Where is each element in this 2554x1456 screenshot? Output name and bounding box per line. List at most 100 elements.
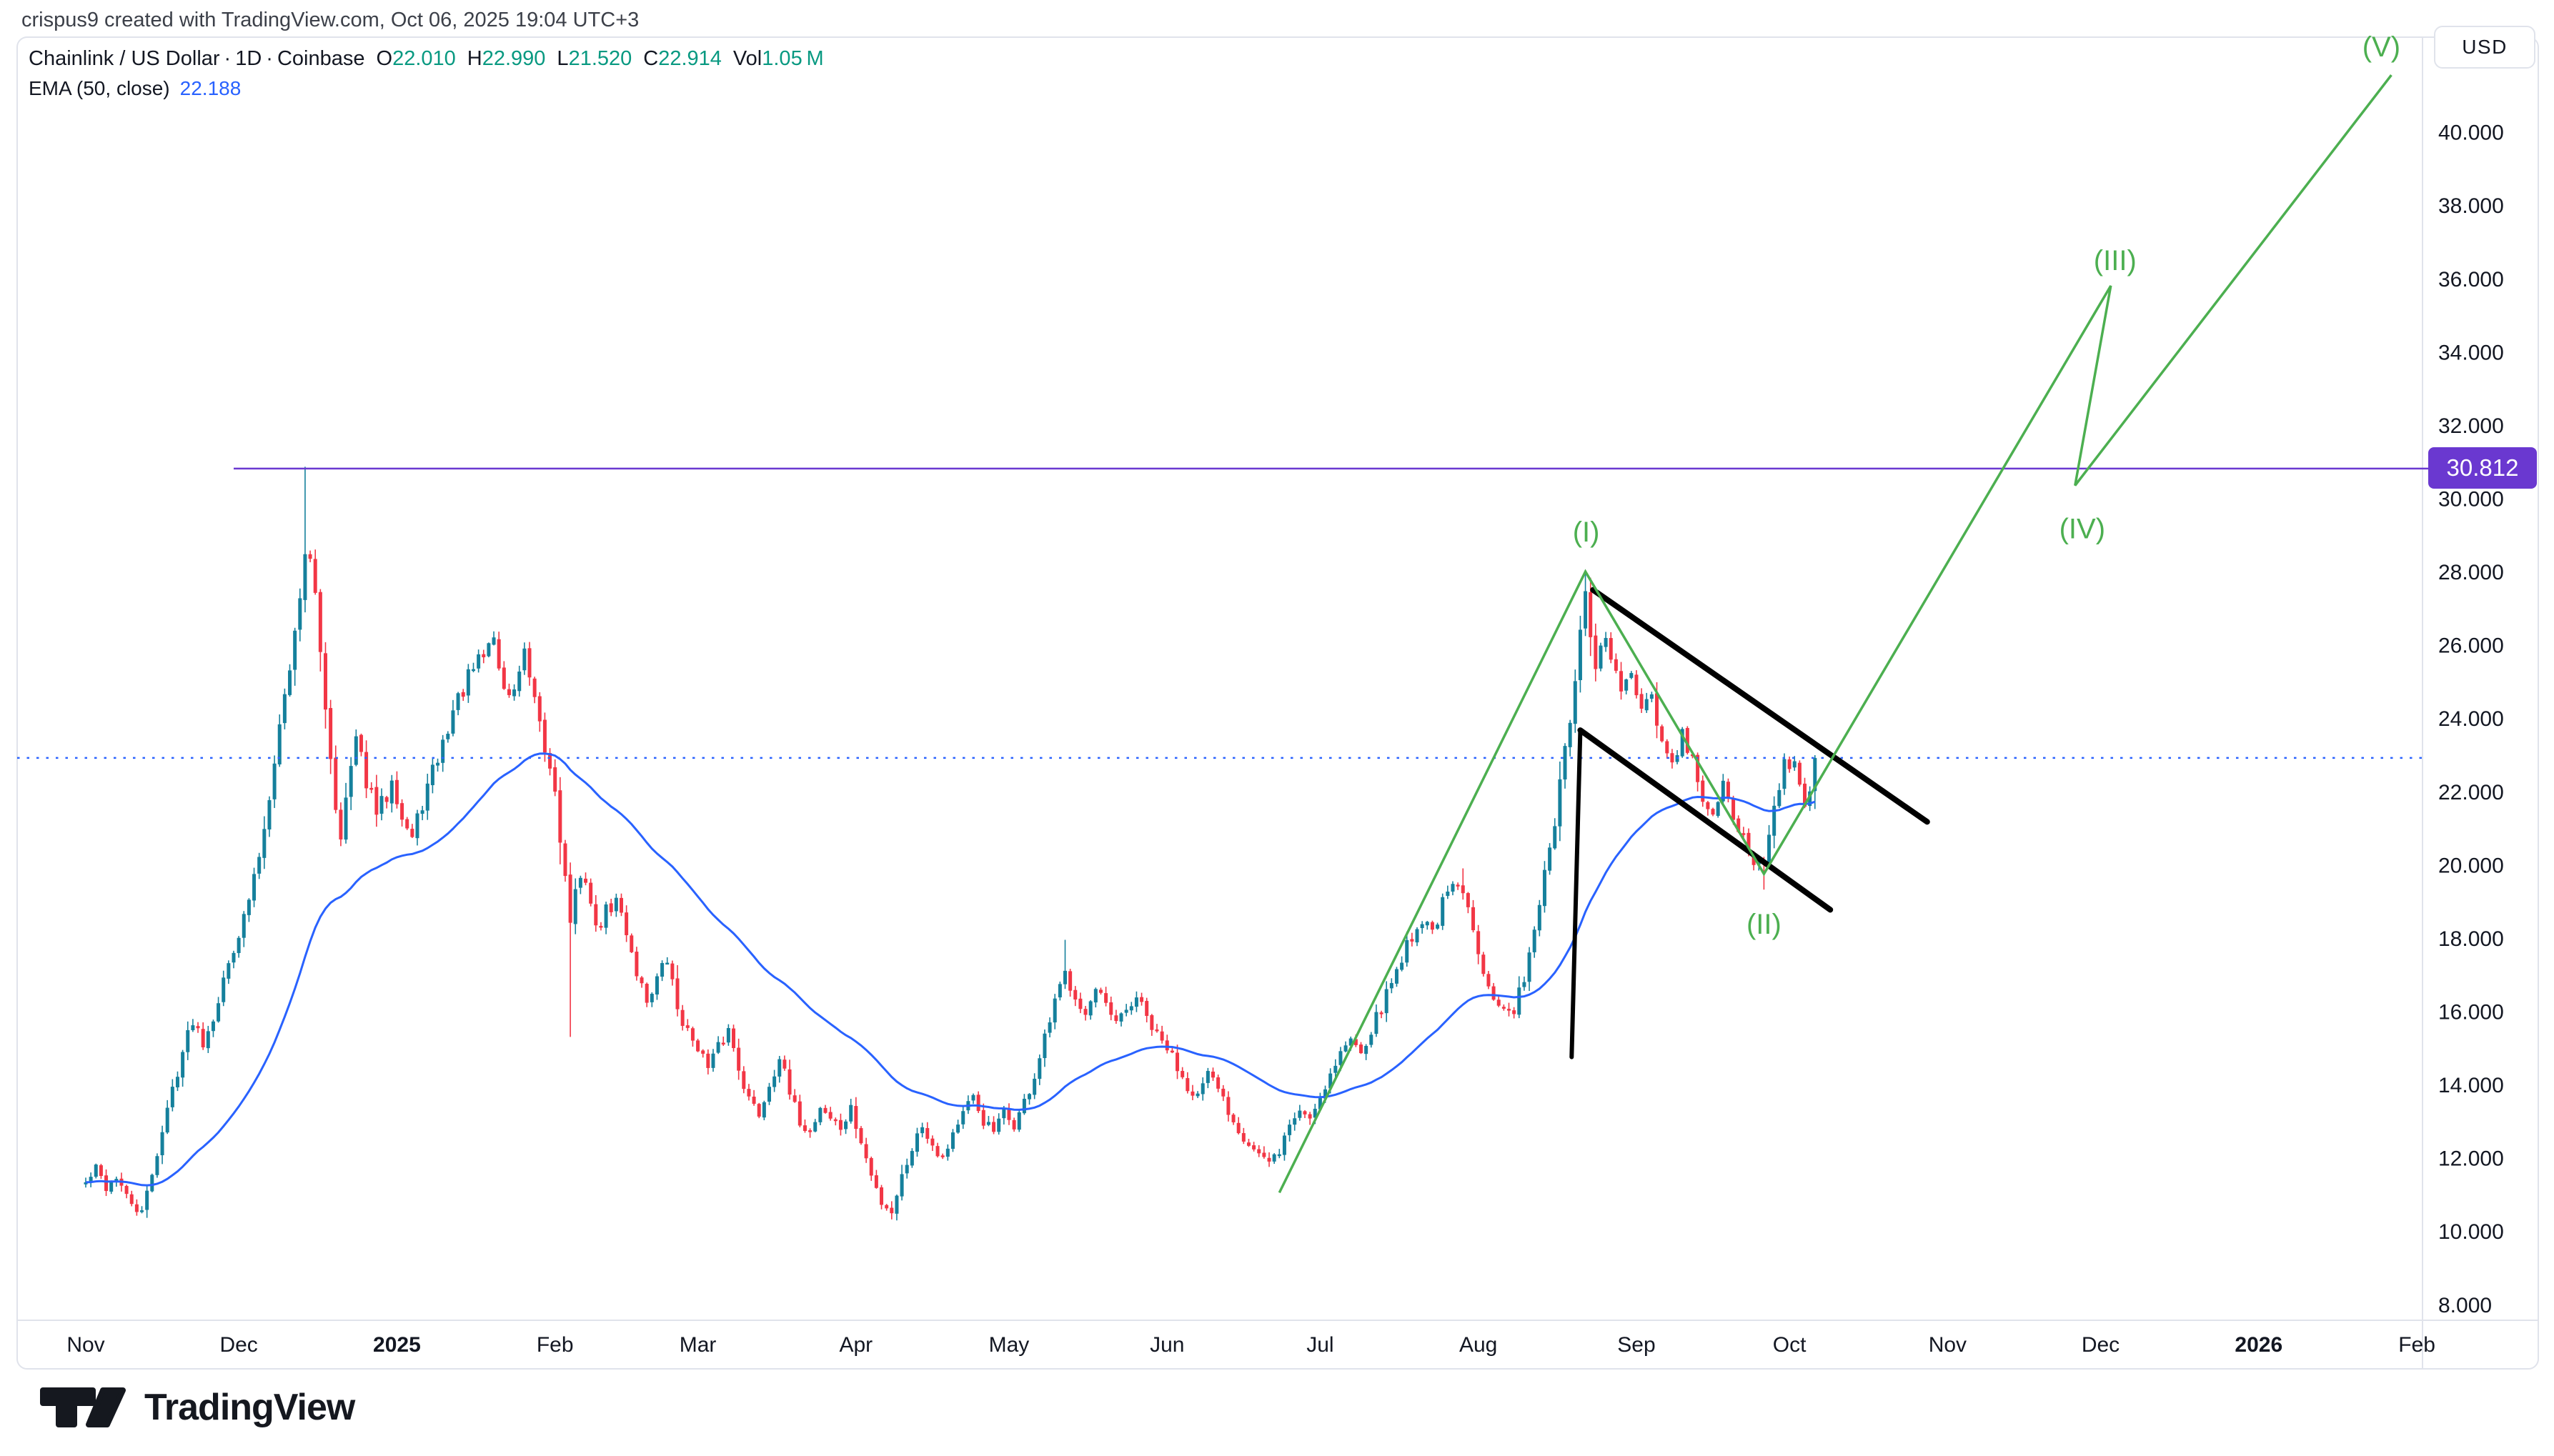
candle-body: [186, 1029, 190, 1052]
candle-body: [405, 819, 409, 829]
legend-separator: ·: [266, 47, 273, 70]
candle-body: [410, 829, 414, 837]
ema-legend-line[interactable]: EMA (50, close) 22.188: [29, 77, 824, 100]
candle-body: [1787, 759, 1792, 769]
price-tick-label: 34.000: [2438, 341, 2504, 364]
candle-body: [915, 1133, 919, 1152]
candle-body: [1303, 1111, 1307, 1115]
candle-body: [890, 1207, 894, 1214]
flag-channel-drawing[interactable]: [1569, 587, 1930, 1059]
candle-body: [1176, 1052, 1180, 1072]
tradingview-footer: TradingView: [37, 1385, 355, 1430]
price-level-tag[interactable]: 30.812: [2428, 447, 2537, 489]
candle-body: [772, 1076, 777, 1087]
candle-body: [477, 654, 481, 669]
candle-body: [635, 952, 639, 977]
candle-body: [1537, 904, 1541, 931]
candle-body: [313, 559, 317, 593]
candle-body: [451, 710, 455, 734]
candle-body: [604, 904, 608, 928]
wave-label[interactable]: (V): [2362, 31, 2400, 63]
candle-body: [737, 1047, 741, 1071]
candle-body: [165, 1107, 169, 1133]
candle-body: [124, 1185, 129, 1195]
currency-toggle-button[interactable]: USD: [2434, 26, 2535, 69]
candle-body: [1655, 693, 1659, 726]
price-tick-label: 28.000: [2438, 561, 2504, 584]
tradingview-wordmark[interactable]: TradingView: [144, 1387, 355, 1428]
price-tick-label: 40.000: [2438, 121, 2504, 145]
candle-body: [660, 963, 665, 977]
candle-body: [1288, 1125, 1292, 1135]
tradingview-logo-icon[interactable]: [37, 1385, 129, 1430]
candle-body: [1007, 1110, 1011, 1120]
candle-body: [1491, 986, 1496, 1000]
candle-body: [1649, 694, 1654, 699]
candle-body: [1140, 997, 1144, 1002]
candle-body: [1262, 1152, 1266, 1157]
candle-body: [584, 878, 588, 883]
candle-body: [1532, 929, 1536, 952]
time-tick-label: Oct: [1773, 1333, 1807, 1357]
wave-label[interactable]: (IV): [2059, 514, 2105, 545]
symbol-legend[interactable]: Chainlink / US Dollar · 1D · Coinbase O22.010…: [29, 47, 824, 100]
candle-body: [997, 1118, 1001, 1132]
candle-body: [1517, 987, 1521, 1015]
wave-label[interactable]: (I): [1573, 517, 1600, 548]
candle-body: [1696, 754, 1700, 782]
candle-body: [1456, 884, 1460, 887]
candle-body: [757, 1104, 761, 1117]
candle-body: [1313, 1108, 1317, 1118]
candle-body: [645, 984, 649, 1003]
wave-label[interactable]: (III): [2094, 245, 2137, 276]
candle-body: [1410, 939, 1414, 942]
candle-body: [277, 724, 282, 764]
candle-body: [1017, 1112, 1021, 1130]
candle-body: [1323, 1089, 1328, 1099]
elliott-wave-drawing[interactable]: (I) (II) (III) (IV) (V): [1278, 31, 2400, 1194]
candle-body: [1446, 891, 1450, 897]
candle-body: [874, 1175, 878, 1188]
candle-body: [1068, 971, 1073, 991]
candle-body: [752, 1097, 756, 1104]
candle-body: [1711, 809, 1715, 815]
interval-label[interactable]: 1D: [235, 47, 262, 70]
candle-body: [497, 639, 501, 669]
candle-body: [487, 643, 491, 657]
candle-body: [1813, 757, 1817, 792]
candle-body: [594, 904, 598, 926]
wave-projection-line: [1278, 74, 2392, 1194]
candle-body: [1328, 1073, 1333, 1089]
candle-body: [940, 1155, 945, 1157]
candle-body: [747, 1089, 751, 1097]
candle-body: [1767, 834, 1772, 864]
candle-body: [992, 1122, 996, 1132]
candle-body: [1512, 1010, 1516, 1014]
candle-body: [415, 813, 419, 839]
candle-body: [196, 1026, 200, 1029]
candle-body: [257, 857, 262, 874]
wave-label[interactable]: (II): [1746, 909, 1782, 940]
candle-body: [303, 554, 307, 600]
candle-body: [436, 762, 440, 766]
candle-body: [329, 708, 333, 759]
time-axis[interactable]: Nov Dec 2025 Feb Mar Apr May Jun Jul Aug Sep Oct Nov…: [66, 1333, 2435, 1357]
candle-body: [1134, 997, 1138, 1007]
candle-body: [145, 1190, 149, 1210]
time-tick-label: Jun: [1150, 1333, 1184, 1357]
candle-body: [1619, 671, 1624, 692]
candle-body: [1486, 974, 1491, 987]
candle-body: [191, 1025, 195, 1031]
price-axis[interactable]: 40.000 38.000 36.000 34.000 32.000 30.000 28.0…: [2438, 121, 2504, 1317]
candle-body: [1145, 1001, 1149, 1017]
price-tick-label: 26.000: [2438, 634, 2504, 658]
symbol-name[interactable]: Chainlink / US Dollar: [29, 47, 220, 70]
candle-body: [1033, 1078, 1037, 1095]
time-tick-label: 2025: [373, 1333, 421, 1357]
candle-body: [1226, 1097, 1231, 1115]
candle-body: [349, 766, 353, 797]
candle-body: [1379, 1012, 1383, 1014]
candle-body: [1425, 922, 1429, 926]
candle-body: [792, 1095, 797, 1102]
